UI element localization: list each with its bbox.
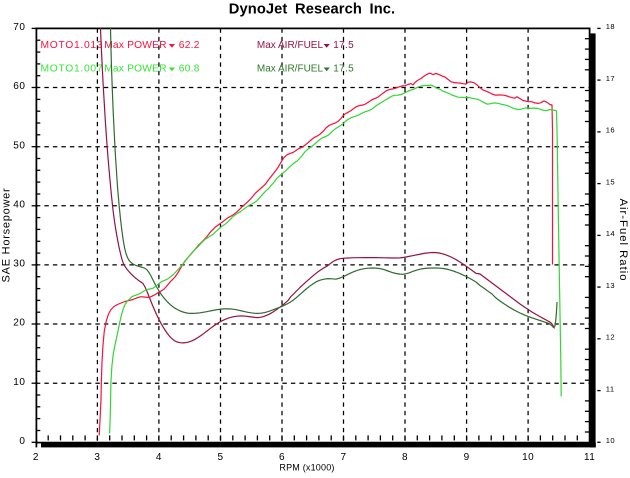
svg-text:16: 16	[606, 126, 615, 135]
svg-text:60: 60	[13, 81, 25, 92]
svg-text:11: 11	[584, 452, 595, 463]
svg-text:11: 11	[606, 384, 615, 393]
svg-text:12: 12	[606, 333, 615, 342]
svg-text:SAE Horsepower: SAE Horsepower	[1, 188, 13, 283]
svg-text:14: 14	[606, 229, 615, 238]
svg-text:Max POWER: Max POWER	[104, 40, 167, 51]
svg-text:18: 18	[606, 22, 615, 31]
svg-text:10: 10	[13, 377, 25, 388]
svg-text:7: 7	[341, 452, 347, 463]
svg-text:15: 15	[606, 177, 615, 186]
svg-text:13: 13	[606, 281, 615, 290]
svg-text:17.5: 17.5	[333, 64, 354, 75]
svg-text:6: 6	[279, 452, 285, 463]
svg-text:10: 10	[606, 436, 615, 445]
svg-text:DynoJet Research Inc.: DynoJet Research Inc.	[229, 1, 395, 17]
svg-text:30: 30	[13, 259, 25, 270]
svg-text:Max AIR/FUEL: Max AIR/FUEL	[257, 40, 324, 51]
svg-text:70: 70	[13, 22, 25, 33]
svg-text:40: 40	[13, 199, 25, 210]
svg-text:10: 10	[522, 452, 534, 463]
svg-text:RPM (x1000): RPM (x1000)	[279, 463, 334, 473]
svg-text:Max AIR/FUEL: Max AIR/FUEL	[257, 64, 324, 75]
svg-text:8: 8	[402, 452, 408, 463]
svg-text:MOTO1.013: MOTO1.013	[41, 40, 104, 51]
svg-text:Air-Fuel Ratio: Air-Fuel Ratio	[617, 198, 629, 281]
svg-text:2: 2	[33, 452, 39, 463]
svg-text:17: 17	[606, 74, 615, 83]
svg-text:5: 5	[218, 452, 224, 463]
svg-text:60.8: 60.8	[179, 64, 200, 75]
svg-text:20: 20	[13, 318, 25, 329]
svg-text:Max POWER: Max POWER	[104, 64, 167, 75]
svg-text:62.2: 62.2	[179, 40, 200, 51]
svg-text:0: 0	[19, 436, 25, 447]
svg-text:4: 4	[156, 452, 162, 463]
svg-text:3: 3	[94, 452, 100, 463]
svg-text:MOTO1.007: MOTO1.007	[41, 64, 104, 75]
svg-text:17.5: 17.5	[333, 40, 354, 51]
svg-text:50: 50	[13, 140, 25, 151]
svg-text:9: 9	[464, 452, 470, 463]
